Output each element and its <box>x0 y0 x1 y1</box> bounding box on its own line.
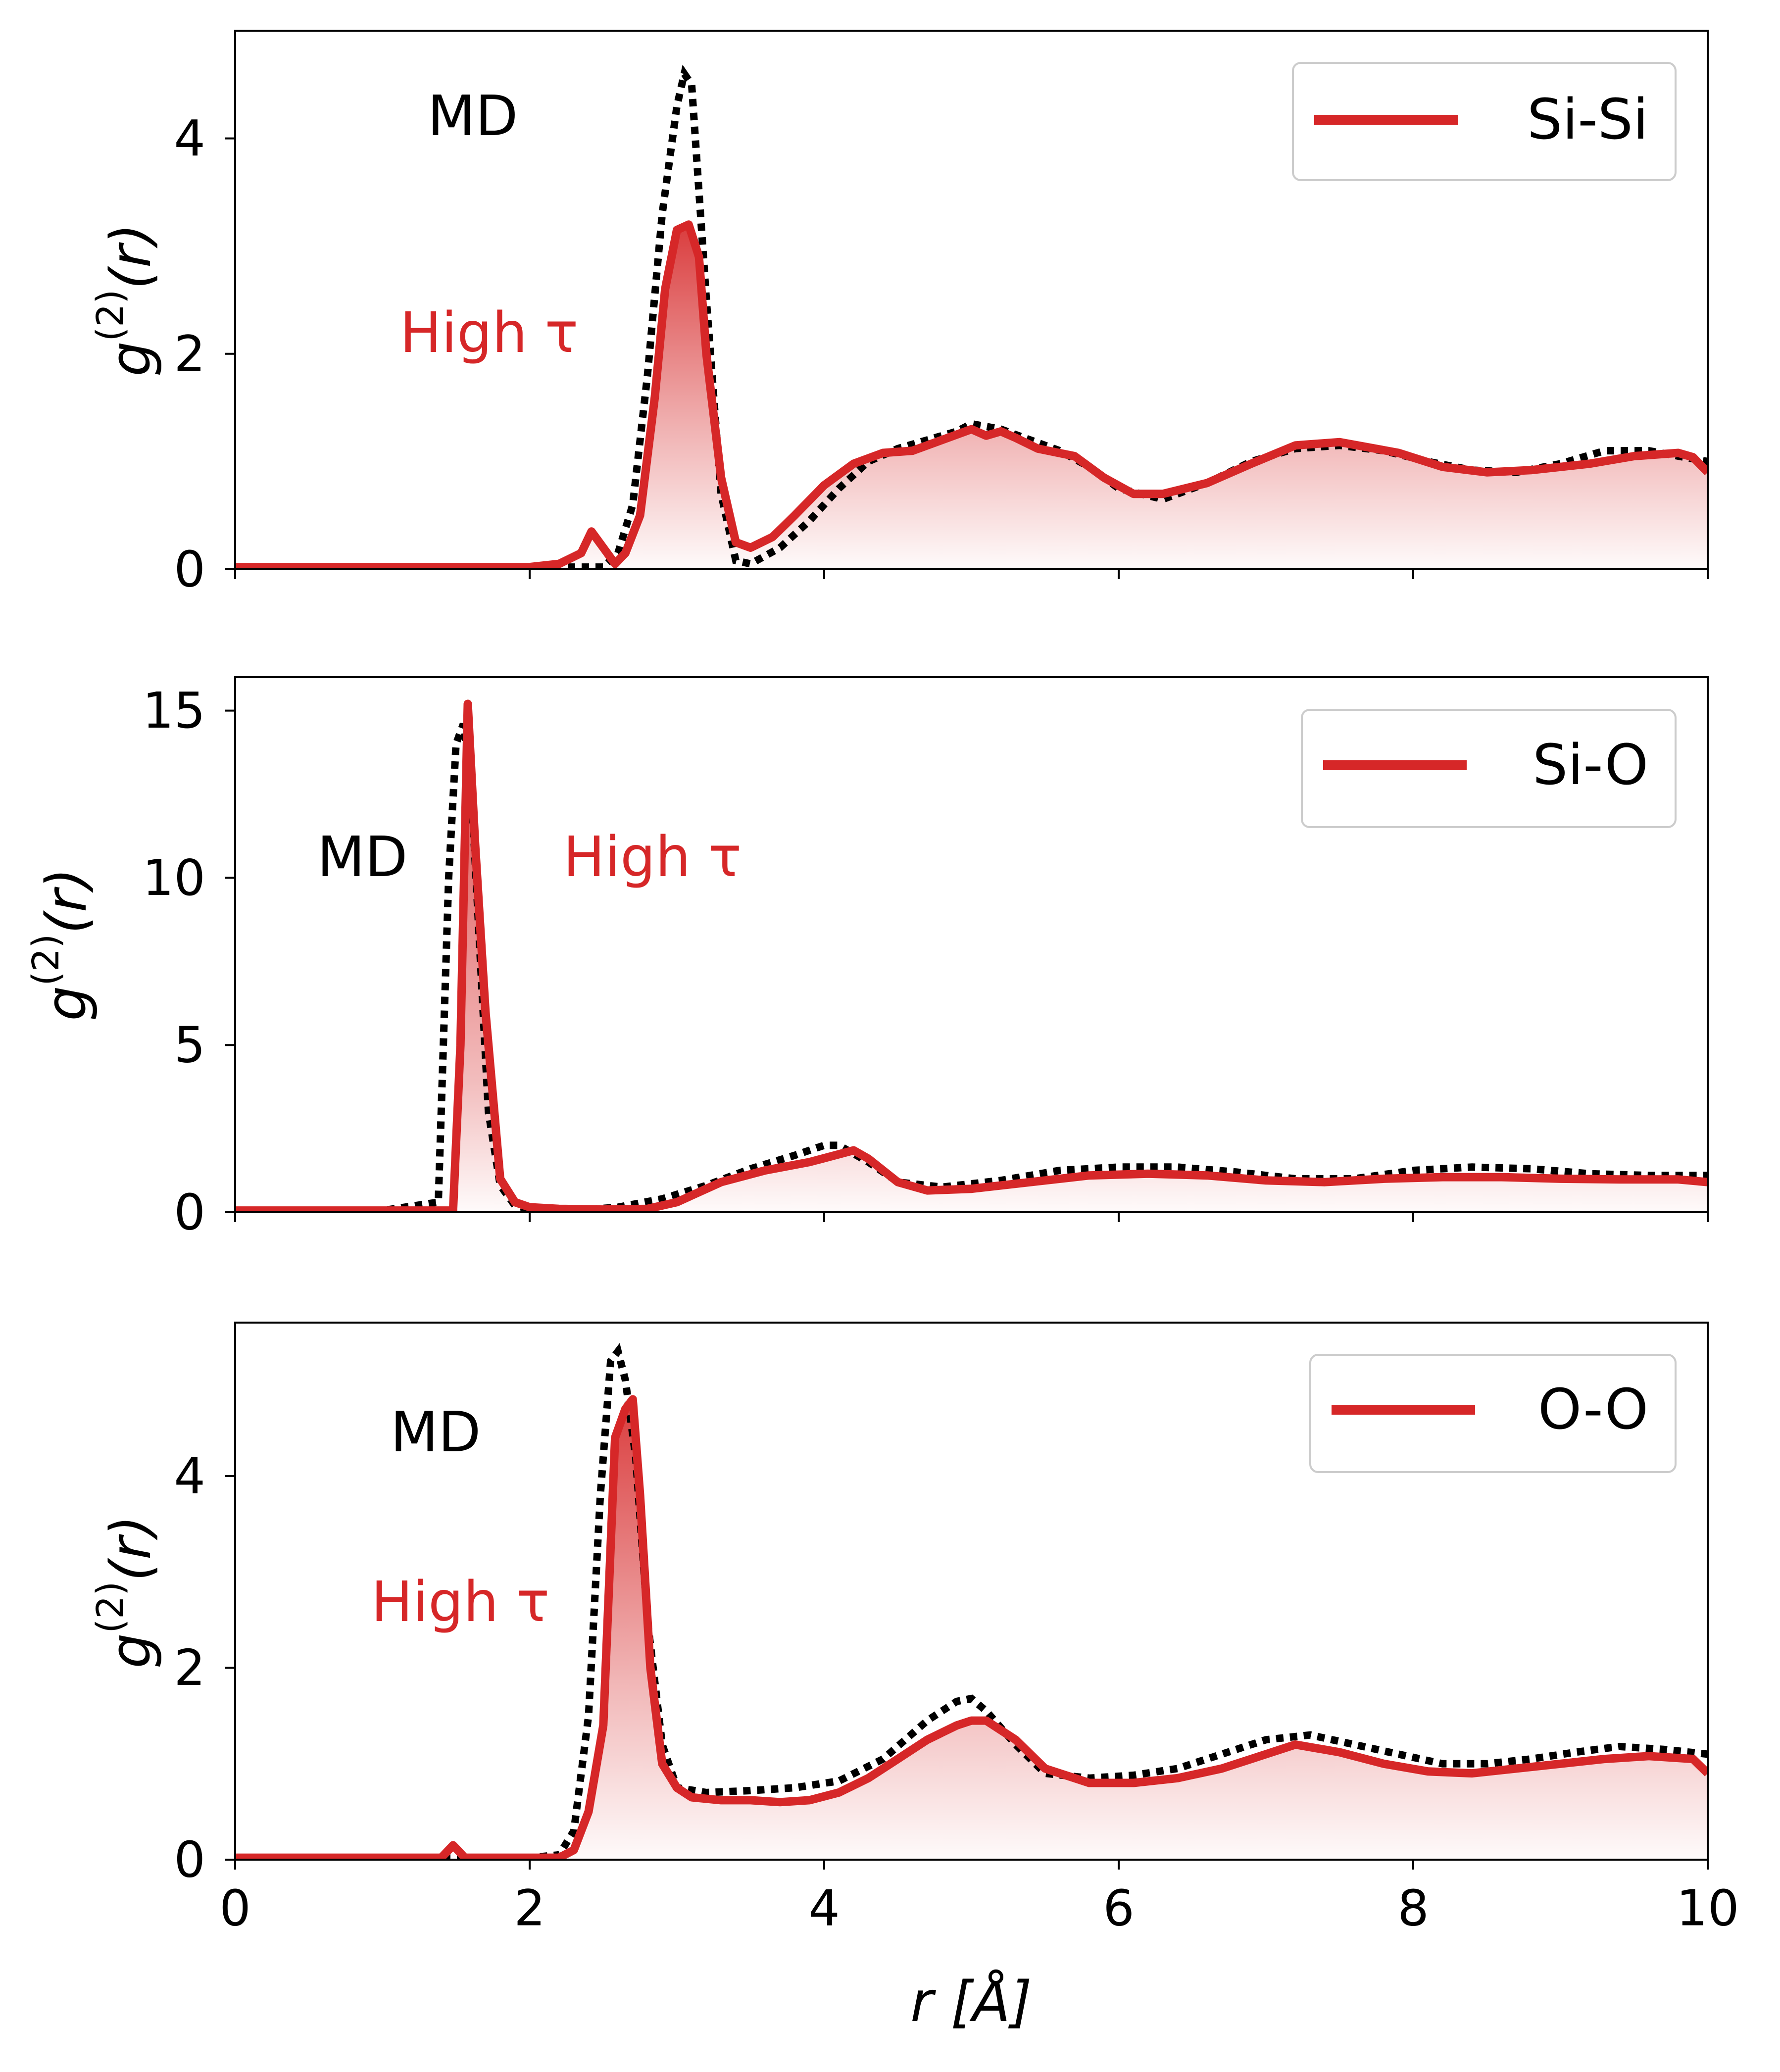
legend-box <box>1309 1354 1677 1473</box>
axes-frame-si-si <box>234 30 1709 570</box>
xtick-label: 2 <box>514 1879 545 1937</box>
ytick-label: 4 <box>174 109 205 167</box>
ytick-label: 5 <box>174 1016 205 1074</box>
x-axis-label: r [Å] <box>910 1970 1032 2034</box>
md-curve-si-si <box>235 64 1708 569</box>
ytick-label: 0 <box>174 541 205 598</box>
annotation-md-si-si: MD <box>428 84 518 148</box>
legend-o-o: O-O <box>1309 1354 1677 1473</box>
legend-si-o: Si-O <box>1301 709 1677 828</box>
panel-o-o: 0 2 4 0 2 4 6 8 10 g(2)(r) MD High τ O-O <box>89 1322 1739 1937</box>
legend-label: Si-Si <box>1527 88 1648 152</box>
annotation-high-tau-si-o: High τ <box>563 825 742 889</box>
ytick-label: 4 <box>174 1447 205 1505</box>
md-curve-o-o <box>235 1343 1708 1860</box>
high-tau-curve-si-si <box>235 220 1708 569</box>
axes-frame-o-o <box>234 1322 1709 1861</box>
annotation-high-tau-si-si: High τ <box>400 301 578 365</box>
legend-label: O-O <box>1538 1378 1648 1442</box>
ytick-label: 0 <box>174 1184 205 1241</box>
annotation-md-si-o: MD <box>317 825 408 889</box>
annotation-md-o-o: MD <box>391 1400 481 1465</box>
high-tau-fill-si-si <box>235 224 1708 569</box>
y-ticks-si-si: 0 2 4 <box>174 109 235 598</box>
x-ticks-si-o <box>234 1212 1709 1222</box>
ytick-label: 15 <box>143 682 205 740</box>
y-ticks-si-o: 0 5 10 15 <box>143 682 235 1241</box>
annotation-high-tau-o-o: High τ <box>371 1570 549 1634</box>
xtick-label: 0 <box>219 1879 251 1937</box>
high-tau-curve-o-o <box>235 1395 1708 1860</box>
ytick-label: 10 <box>143 849 205 907</box>
xtick-label: 10 <box>1676 1879 1739 1937</box>
xtick-label: 6 <box>1103 1879 1135 1937</box>
xtick-label: 8 <box>1397 1879 1429 1937</box>
legend-label: Si-O <box>1533 733 1648 797</box>
x-ticks-si-si <box>234 569 1709 579</box>
axes-frame-si-o <box>234 676 1709 1213</box>
ytick-label: 2 <box>174 1639 205 1697</box>
ylabel-o-o: g(2)(r) <box>89 1515 163 1668</box>
ylabel-si-o: g(2)(r) <box>25 868 99 1021</box>
ylabel-si-si: g(2)(r) <box>89 223 163 376</box>
legend-si-si: Si-Si <box>1292 62 1677 181</box>
ytick-label: 0 <box>174 1831 205 1889</box>
legend-box <box>1292 62 1677 181</box>
ytick-label: 2 <box>174 325 205 383</box>
legend-box <box>1301 709 1677 828</box>
x-ticks-o-o: 0 2 4 6 8 10 <box>219 1860 1739 1937</box>
panel-si-o: 0 5 10 15 g(2)(r) MD High τ Si-O <box>25 676 1709 1241</box>
xtick-label: 4 <box>808 1879 840 1937</box>
y-ticks-o-o: 0 2 4 <box>174 1447 235 1889</box>
high-tau-curve-si-o <box>235 699 1708 1212</box>
panel-si-si: 0 2 4 g(2)(r) MD High τ Si-Si <box>89 30 1709 598</box>
